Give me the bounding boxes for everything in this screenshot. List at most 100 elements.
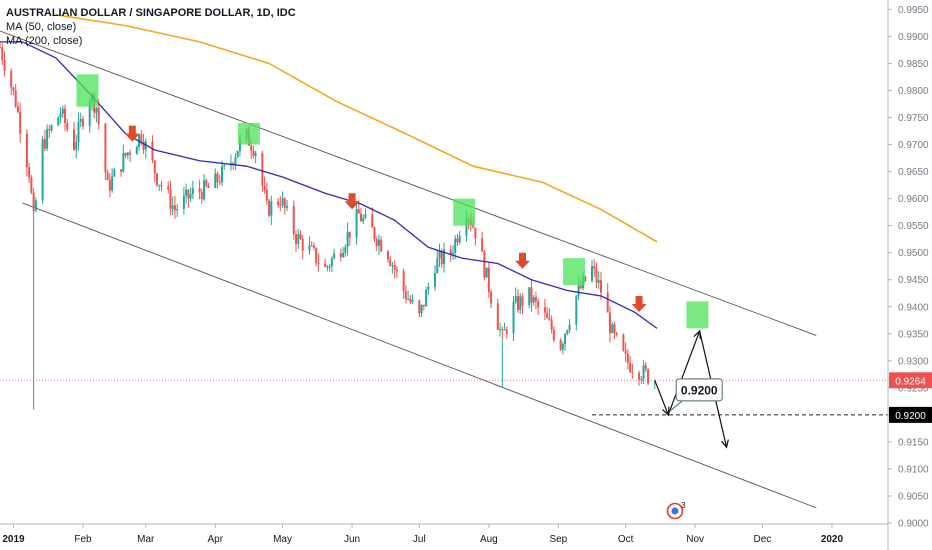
target-level-label: 0.9200 bbox=[895, 411, 926, 422]
candle-bear bbox=[317, 263, 320, 265]
candle-bear bbox=[169, 189, 172, 209]
candle-bear bbox=[73, 129, 75, 150]
candle-bull bbox=[514, 296, 517, 302]
y-tick-label: 0.9700 bbox=[898, 140, 929, 151]
candle-bear bbox=[505, 329, 508, 334]
events-badge[interactable]: 3 bbox=[666, 501, 686, 520]
candle-bear bbox=[104, 123, 107, 173]
target-callout-pointer bbox=[669, 400, 683, 412]
down-arrow-markers bbox=[124, 125, 647, 312]
candle-bull bbox=[203, 180, 206, 200]
y-tick-label: 0.9950 bbox=[898, 5, 929, 16]
candle-bull bbox=[362, 217, 365, 222]
candle-bull bbox=[77, 121, 80, 143]
candle-bear bbox=[81, 118, 84, 127]
candle-bear bbox=[360, 213, 363, 222]
down-arrow-icon bbox=[514, 252, 530, 269]
candle-bull bbox=[377, 239, 380, 246]
candle-bear bbox=[151, 141, 154, 161]
candle-bear bbox=[200, 192, 203, 200]
ma50-indicator-label[interactable]: MA (50, close) bbox=[6, 21, 77, 33]
x-tick-label: Feb bbox=[74, 534, 92, 545]
candle-bear bbox=[216, 173, 219, 182]
candle-bull bbox=[575, 295, 578, 325]
candle-bear bbox=[10, 70, 13, 88]
candle-bear bbox=[339, 253, 342, 258]
candle-bear bbox=[626, 354, 629, 363]
ma200-indicator-label[interactable]: MA (200, close) bbox=[6, 35, 83, 47]
y-tick-label: 0.9600 bbox=[898, 194, 929, 205]
candle-bear bbox=[310, 245, 313, 247]
candle-bear bbox=[167, 186, 170, 190]
highlight-boxes bbox=[76, 74, 709, 329]
y-tick-label: 0.9000 bbox=[898, 519, 929, 530]
candle-bear bbox=[48, 128, 51, 131]
y-tick-label: 0.9450 bbox=[898, 275, 929, 286]
candle-bull bbox=[436, 258, 439, 273]
candle-bull bbox=[427, 286, 430, 291]
candle-bear bbox=[613, 324, 616, 333]
candle-bear bbox=[375, 239, 378, 246]
projection-path: 0.9200 bbox=[654, 329, 729, 449]
candle-bear bbox=[187, 189, 190, 199]
candle-bull bbox=[113, 169, 116, 177]
candle-bear bbox=[584, 276, 587, 281]
x-tick-label: Dec bbox=[754, 534, 772, 545]
candle-bull bbox=[328, 266, 331, 268]
candle-bull bbox=[326, 266, 329, 268]
green-highlight-box bbox=[76, 74, 99, 107]
candle-bull bbox=[342, 252, 345, 258]
candle-bull bbox=[519, 296, 522, 310]
candle-bull bbox=[61, 108, 64, 114]
candle-bear bbox=[449, 249, 452, 255]
candle-bull bbox=[420, 304, 423, 314]
down-arrow-icon bbox=[631, 295, 647, 312]
candle-bull bbox=[443, 249, 445, 265]
candle-bear bbox=[324, 263, 327, 267]
candle-bear bbox=[129, 152, 132, 155]
candle-bear bbox=[543, 307, 546, 313]
candle-bull bbox=[191, 188, 194, 195]
candle-bull bbox=[286, 205, 289, 208]
candle-bear bbox=[301, 238, 304, 251]
y-tick-label: 0.9150 bbox=[898, 437, 929, 448]
candle-bear bbox=[155, 173, 158, 186]
candle-bear bbox=[490, 291, 493, 304]
candle-bull bbox=[465, 219, 468, 236]
candle-bull bbox=[308, 245, 311, 251]
candle-bear bbox=[622, 334, 625, 351]
chart-title: AUSTRALIAN DOLLAR / SINGAPORE DOLLAR, 1D… bbox=[6, 7, 296, 19]
candle-bear bbox=[97, 107, 100, 124]
y-tick-label: 0.9350 bbox=[898, 329, 929, 340]
candle-bear bbox=[348, 231, 351, 238]
candle-bear bbox=[380, 239, 383, 252]
badge-count: 3 bbox=[681, 501, 686, 510]
candle-bull bbox=[214, 173, 217, 188]
current-price-tag bbox=[889, 372, 932, 389]
target-callout-box bbox=[675, 378, 723, 402]
candle-bear bbox=[534, 297, 537, 302]
candle-bear bbox=[14, 90, 17, 107]
candle-bear bbox=[265, 190, 268, 201]
candle-bear bbox=[373, 227, 376, 240]
candle-bull bbox=[234, 157, 237, 165]
candle-bear bbox=[638, 372, 641, 380]
candle-bull bbox=[391, 265, 394, 267]
candle-bull bbox=[189, 194, 192, 199]
y-tick-label: 0.9400 bbox=[898, 302, 929, 313]
y-tick-label: 0.9100 bbox=[898, 464, 929, 475]
candle-bull bbox=[223, 165, 226, 167]
y-tick-label: 0.9900 bbox=[898, 32, 929, 43]
y-axis[interactable]: 0.9950 0.9900 0.9850 0.9800 0.9750 0.9700 0.96… bbox=[887, 0, 932, 550]
candle-bull bbox=[254, 152, 257, 156]
candle-bull bbox=[451, 252, 454, 255]
x-tick-label: Jun bbox=[344, 534, 360, 545]
x-tick-label: 2019 bbox=[2, 534, 25, 545]
x-tick-label: Mar bbox=[137, 534, 155, 545]
candle-bear bbox=[483, 251, 486, 278]
candle-bear bbox=[456, 238, 459, 243]
candle-bull bbox=[653, 382, 656, 384]
candle-bear bbox=[43, 139, 46, 149]
candle-bull bbox=[434, 272, 437, 287]
